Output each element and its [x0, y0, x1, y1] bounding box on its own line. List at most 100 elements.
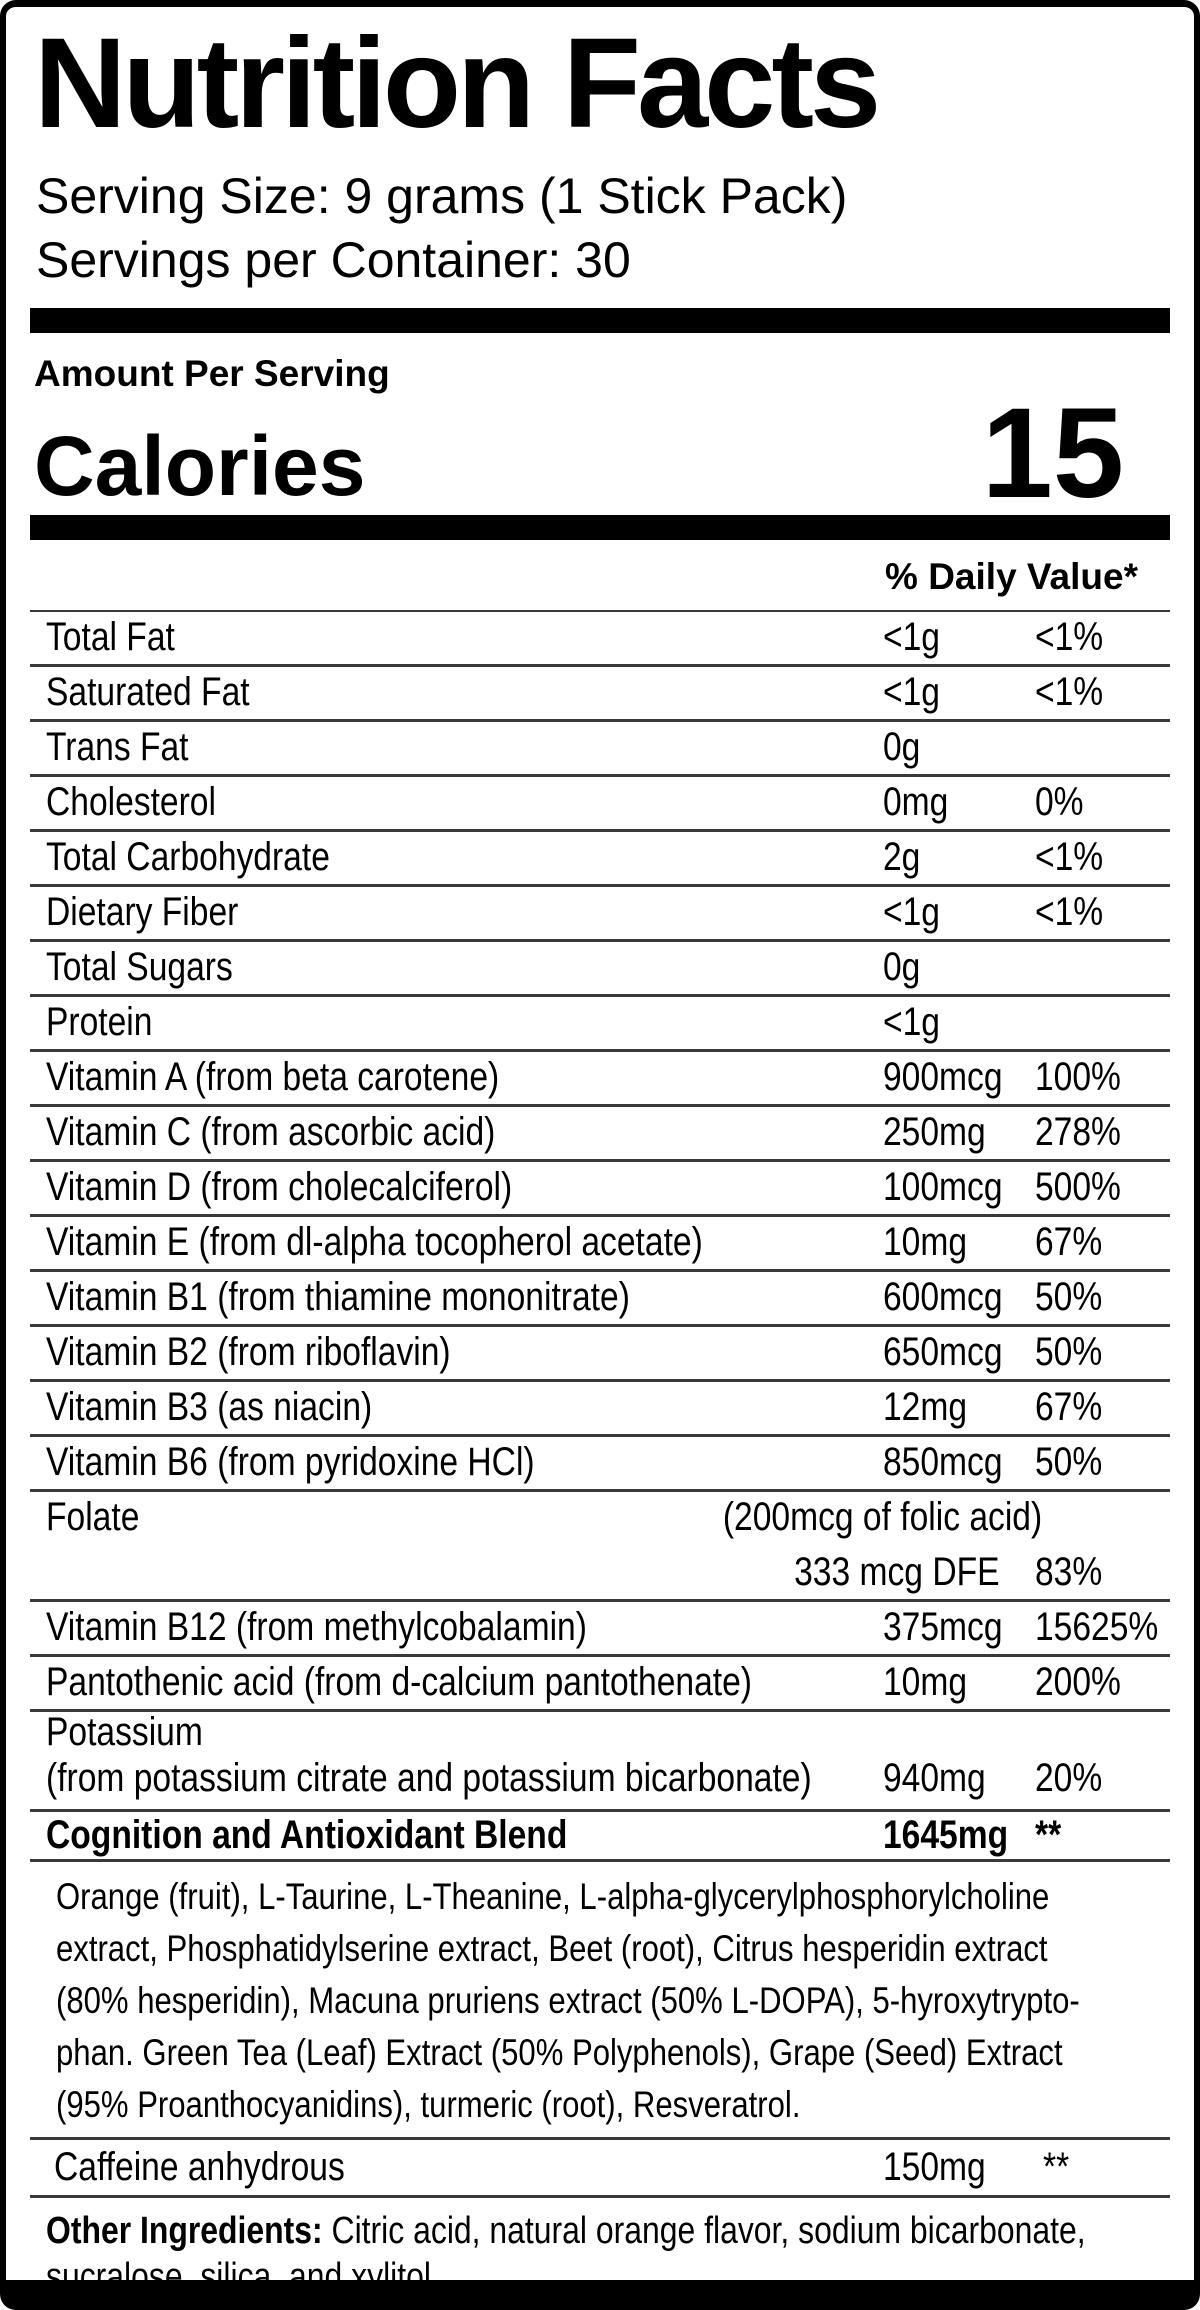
- nutrient-name: Potassium (from potassium citrate and po…: [46, 1709, 883, 1801]
- nutrient-table: Total Fat <1g <1% Saturated Fat <1g <1% …: [30, 609, 1170, 1862]
- row-vitamin-c: Vitamin C (from ascorbic acid) 250mg 278…: [30, 1107, 1170, 1162]
- row-vitamin-b2: Vitamin B2 (from riboflavin) 650mcg 50%: [30, 1327, 1170, 1382]
- blend-description-line: (80% hesperidin), Macuna pruriens extrac…: [56, 1979, 1080, 2021]
- nutrient-name: Cognition and Antioxidant Blend: [46, 1812, 568, 1857]
- row-folate: Folate (200mcg of folic acid) 333 mcg DF…: [30, 1492, 1170, 1602]
- nutrient-amount: 250mg: [883, 1110, 986, 1155]
- nutrient-dv: <1%: [1035, 670, 1104, 715]
- nutrient-name: Vitamin B1 (from thiamine mononitrate): [46, 1275, 630, 1320]
- nutrient-name: Protein: [46, 1000, 153, 1045]
- nutrient-name: Vitamin C (from ascorbic acid): [46, 1110, 496, 1155]
- nutrient-amount: 2g: [883, 835, 921, 880]
- row-vitamin-a: Vitamin A (from beta carotene) 900mcg 10…: [30, 1052, 1170, 1107]
- nutrient-dv: 278%: [1035, 1110, 1121, 1155]
- nutrient-dv: 20%: [1035, 1755, 1103, 1800]
- nutrient-dv: <1%: [1035, 615, 1104, 660]
- nutrient-dv: [1035, 945, 1170, 990]
- nutrient-amount: 333 mcg DFE: [794, 1550, 1000, 1595]
- nutrient-dv: [1035, 725, 1170, 770]
- calories-row: Calories 15: [34, 381, 1124, 525]
- row-total-fat: Total Fat <1g <1%: [30, 612, 1170, 667]
- nutrient-amount: 12mg: [883, 1385, 968, 1430]
- row-total-sugars: Total Sugars 0g: [30, 942, 1170, 997]
- nutrient-name: Trans Fat: [46, 725, 189, 770]
- nutrient-amount: 375mcg: [883, 1605, 1003, 1650]
- nutrient-name: Dietary Fiber: [46, 890, 239, 935]
- nutrient-amount: 10mg: [883, 1660, 968, 1705]
- nutrient-amount: <1g: [883, 1000, 941, 1045]
- potassium-name: Potassium: [46, 1709, 203, 1754]
- nutrient-amount: 0g: [883, 945, 921, 990]
- row-vitamin-b6: Vitamin B6 (from pyridoxine HCl) 850mcg …: [30, 1437, 1170, 1492]
- nutrient-name: Pantothenic acid (from d-calcium pantoth…: [46, 1660, 752, 1705]
- nutrient-name: Total Fat: [46, 615, 175, 660]
- row-vitamin-b1: Vitamin B1 (from thiamine mononitrate) 6…: [30, 1272, 1170, 1327]
- nutrient-name: Vitamin A (from beta carotene): [46, 1055, 500, 1100]
- folate-line-2: 333 mcg DFE 83%: [46, 1550, 1170, 1595]
- serving-size-text: Serving Size: 9 grams (1 Stick Pack): [36, 167, 848, 224]
- other-ingredients-line-1: Other Ingredients: Citric acid, natural …: [46, 2208, 1170, 2254]
- nutrient-amount: 600mcg: [883, 1275, 1003, 1320]
- nutrient-dv: 50%: [1035, 1275, 1103, 1320]
- nutrient-dv: **: [1043, 2144, 1070, 2189]
- blend-description-line: extract, Phosphatidylserine extract, Bee…: [56, 1927, 1048, 1969]
- nutrient-name: Caffeine anhydrous: [54, 2144, 345, 2189]
- nutrient-name: Vitamin B3 (as niacin): [46, 1385, 373, 1430]
- other-ingredients: Other Ingredients: Citric acid, natural …: [30, 2198, 1170, 2298]
- row-trans-fat: Trans Fat 0g: [30, 722, 1170, 777]
- nutrient-amount: 900mcg: [883, 1055, 1003, 1100]
- nutrient-amount: <1g: [883, 615, 941, 660]
- row-vitamin-b3: Vitamin B3 (as niacin) 12mg 67%: [30, 1382, 1170, 1437]
- row-total-carbohydrate: Total Carbohydrate 2g <1%: [30, 832, 1170, 887]
- nutrient-name: Vitamin B6 (from pyridoxine HCl): [46, 1440, 535, 1485]
- nutrient-dv: [1035, 1000, 1170, 1045]
- nutrient-name: Vitamin D (from cholecalciferol): [46, 1165, 513, 1210]
- nutrient-amount: 0mg: [883, 780, 949, 825]
- page-title: Nutrition Facts: [34, 12, 881, 155]
- nutrient-amount: 1645mg: [883, 1812, 1009, 1857]
- nutrient-dv: 50%: [1035, 1330, 1103, 1375]
- nutrient-dv: 67%: [1035, 1385, 1103, 1430]
- blend-description: Orange (fruit), L-Taurine, L-Theanine, L…: [30, 1862, 1170, 2140]
- nutrient-dv: 200%: [1035, 1660, 1121, 1705]
- row-protein: Protein <1g: [30, 997, 1170, 1052]
- nutrient-name: Total Sugars: [46, 945, 233, 990]
- divider-bar-calories: [30, 514, 1170, 540]
- row-cholesterol: Cholesterol 0mg 0%: [30, 777, 1170, 832]
- row-cognition-blend: Cognition and Antioxidant Blend 1645mg *…: [30, 1812, 1170, 1862]
- other-ingredients-text: Citric acid, natural orange flavor, sodi…: [322, 2209, 1086, 2252]
- row-saturated-fat: Saturated Fat <1g <1%: [30, 667, 1170, 722]
- nutrient-dv: 100%: [1035, 1055, 1121, 1100]
- nutrient-name: Saturated Fat: [46, 670, 250, 715]
- other-ingredients-label: Other Ingredients:: [46, 2209, 323, 2252]
- nutrient-amount: <1g: [883, 670, 941, 715]
- folate-note: (200mcg of folic acid): [722, 1495, 1042, 1540]
- caffeine-table: Caffeine anhydrous 150mg **: [30, 2140, 1170, 2198]
- calories-label: Calories: [34, 418, 366, 513]
- nutrient-amount: 150mg: [883, 2144, 986, 2189]
- row-vitamin-b12: Vitamin B12 (from methylcobalamin) 375mc…: [30, 1602, 1170, 1657]
- row-dietary-fiber: Dietary Fiber <1g <1%: [30, 887, 1170, 942]
- nutrient-name: Total Carbohydrate: [46, 835, 330, 880]
- nutrient-name: Vitamin B2 (from riboflavin): [46, 1330, 451, 1375]
- other-ingredients-line-2: sucralose, silica, and xylitol.: [46, 2255, 440, 2298]
- nutrient-dv: 83%: [1035, 1550, 1103, 1595]
- calories-value: 15: [981, 381, 1124, 525]
- nutrient-name: Vitamin E (from dl-alpha tocopherol acet…: [46, 1220, 703, 1265]
- row-potassium: Potassium (from potassium citrate and po…: [30, 1709, 1170, 1812]
- nutrient-amount: 100mcg: [883, 1165, 1003, 1210]
- nutrient-amount: 850mcg: [883, 1440, 1003, 1485]
- nutrient-dv: 0%: [1035, 780, 1084, 825]
- nutrient-amount: 10mg: [883, 1220, 968, 1265]
- nutrient-dv: 500%: [1035, 1165, 1121, 1210]
- nutrient-amount: <1g: [883, 890, 941, 935]
- nutrient-dv: 67%: [1035, 1220, 1103, 1265]
- row-vitamin-e: Vitamin E (from dl-alpha tocopherol acet…: [30, 1217, 1170, 1272]
- nutrient-amount: 650mcg: [883, 1330, 1003, 1375]
- nutrient-amount: 940mg: [883, 1755, 986, 1800]
- row-vitamin-d: Vitamin D (from cholecalciferol) 100mcg …: [30, 1162, 1170, 1217]
- daily-value-header: % Daily Value*: [885, 555, 1138, 597]
- nutrient-dv: **: [1035, 1812, 1062, 1857]
- servings-per-container-text: Servings per Container: 30: [36, 231, 631, 288]
